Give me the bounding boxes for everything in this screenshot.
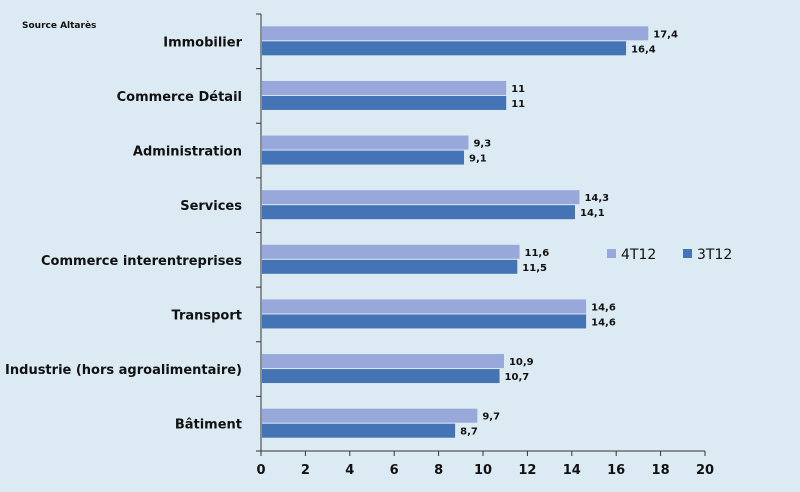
- category-label: Immobilier: [163, 35, 242, 50]
- bar-3T12: [262, 259, 518, 274]
- bar-4T12: [262, 80, 507, 95]
- x-tick-label: 10: [474, 463, 492, 478]
- value-label-3T12: 11: [511, 99, 525, 110]
- legend-label-4T12: 4T12: [621, 247, 656, 263]
- x-tick-label: 16: [607, 463, 625, 478]
- bar-4T12: [262, 354, 504, 369]
- bar-4T12: [262, 190, 580, 205]
- value-label-4T12: 9,3: [473, 139, 491, 150]
- category-label: Services: [180, 199, 242, 214]
- x-tick-label: 12: [518, 463, 536, 478]
- category-label: Industrie (hors agroalimentaire): [5, 363, 242, 378]
- source-note: Source Altarès: [22, 21, 97, 31]
- value-label-3T12: 14,6: [591, 317, 616, 328]
- x-tick-label: 4: [345, 463, 354, 478]
- legend-label-3T12: 3T12: [697, 247, 732, 263]
- bar-4T12: [262, 135, 469, 150]
- value-label-4T12: 10,9: [509, 357, 534, 368]
- x-tick-label: 2: [301, 463, 310, 478]
- bar-3T12: [262, 314, 587, 329]
- category-label: Transport: [172, 308, 242, 323]
- value-label-3T12: 9,1: [469, 154, 487, 165]
- legend-swatch-4T12: [607, 249, 616, 258]
- bar-4T12: [262, 408, 478, 423]
- x-tick-label: 18: [652, 463, 670, 478]
- legend-swatch-3T12: [683, 249, 692, 258]
- value-label-4T12: 14,3: [584, 193, 609, 204]
- x-tick-label: 14: [563, 463, 581, 478]
- bar-3T12: [262, 369, 500, 384]
- bar-4T12: [262, 244, 520, 259]
- category-label: Commerce interentreprises: [41, 254, 242, 269]
- value-label-3T12: 16,4: [631, 44, 656, 55]
- category-label: Commerce Détail: [117, 90, 242, 105]
- value-label-3T12: 8,7: [460, 427, 478, 438]
- value-label-4T12: 11,6: [525, 248, 550, 259]
- x-tick-label: 6: [390, 463, 399, 478]
- x-tick-label: 8: [434, 463, 443, 478]
- x-tick-label: 0: [256, 463, 265, 478]
- x-tick-label: 20: [696, 463, 714, 478]
- bar-3T12: [262, 41, 627, 56]
- value-label-4T12: 9,7: [482, 412, 500, 423]
- value-label-4T12: 17,4: [653, 29, 678, 40]
- bar-3T12: [262, 95, 507, 110]
- bar-4T12: [262, 299, 587, 314]
- bar-3T12: [262, 205, 576, 220]
- value-label-4T12: 11: [511, 84, 525, 95]
- bar-3T12: [262, 423, 456, 438]
- category-label: Bâtiment: [175, 418, 242, 433]
- value-label-3T12: 11,5: [522, 263, 547, 274]
- category-label: Administration: [133, 145, 242, 160]
- bar-3T12: [262, 150, 465, 165]
- value-label-3T12: 14,1: [580, 208, 605, 219]
- bar-4T12: [262, 26, 649, 41]
- value-label-4T12: 14,6: [591, 302, 616, 313]
- value-label-3T12: 10,7: [505, 372, 530, 383]
